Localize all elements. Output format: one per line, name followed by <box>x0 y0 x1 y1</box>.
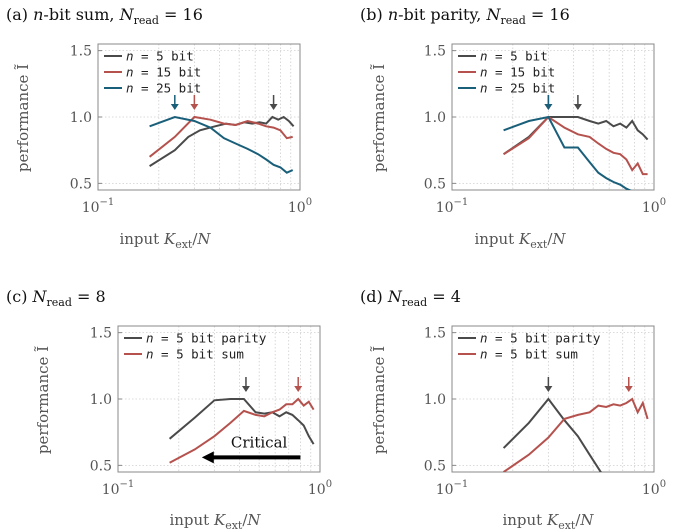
series-line <box>503 115 632 190</box>
legend-label: n = 5 bit sum <box>480 347 578 362</box>
series-line <box>503 116 649 156</box>
legend-label: n = 5 bit <box>126 49 194 64</box>
xtick-label: 10−1 <box>436 197 469 216</box>
series-n-5-bit: n = 5 bit <box>458 49 649 156</box>
legend-label: n = 25 bit <box>480 81 555 96</box>
legend-label: n = 5 bit parity <box>480 331 601 346</box>
legend-label: n = 15 bit <box>126 65 201 80</box>
series-n-5-bit: n = 5 bit <box>104 49 295 167</box>
grid <box>97 44 301 190</box>
peak-arrow <box>269 104 278 110</box>
panel-title: (a) n-bit sum, Nread = 16 <box>6 5 203 27</box>
peak-arrow <box>573 104 582 110</box>
xtick-label: 100 <box>642 479 666 498</box>
series-line <box>149 115 294 174</box>
ytick-label: 0.5 <box>424 176 446 192</box>
series-line <box>149 115 295 167</box>
legend-label: n = 5 bit <box>480 49 548 64</box>
ytick-label: 1.0 <box>424 392 446 408</box>
xtick-label: 100 <box>642 197 666 216</box>
panel-a: (a) n-bit sum, Nread = 16 0.5 1.0 1.5 10−1 10… <box>6 5 312 251</box>
x-axis-label: input Kext/N <box>502 511 594 530</box>
legend-label: n = 5 bit sum <box>146 347 244 362</box>
series-n-5-bit-sum: n = 5 bit sum <box>458 347 649 472</box>
series-n-5-bit-sum: n = 5 bit sum <box>124 347 315 464</box>
peak-arrow <box>241 386 250 392</box>
series-line <box>503 115 648 176</box>
panel-b: (b) n-bit parity, Nread = 16 0.5 1.0 1.5 10−… <box>360 5 666 251</box>
y-axis-label: performance Ĩ <box>370 64 388 172</box>
series-n-25-bit: n = 25 bit <box>458 81 632 190</box>
panel-title: (d) Nread = 4 <box>360 287 461 309</box>
xtick-label: 100 <box>308 479 332 498</box>
peak-arrow <box>624 386 633 392</box>
peak-arrow <box>170 104 179 110</box>
legend-label: n = 5 bit parity <box>146 331 267 346</box>
xtick-label: 10−1 <box>436 479 469 498</box>
ytick-label: 1.0 <box>90 392 112 408</box>
xtick-label: 10−1 <box>102 479 135 498</box>
series-line <box>503 397 649 472</box>
x-axis-label: input Kext/N <box>119 230 211 251</box>
legend-label: n = 25 bit <box>126 81 201 96</box>
ytick-label: 1.5 <box>90 326 112 342</box>
series-n-25-bit: n = 25 bit <box>104 81 294 174</box>
peak-arrow <box>190 104 199 110</box>
ytick-label: 1.5 <box>424 44 446 60</box>
y-axis-label: performance Ĩ <box>370 346 388 454</box>
xtick-label: 10−1 <box>82 197 115 216</box>
panel-c: (c) Nread = 8 0.5 1.0 1.5 10−1 100 input Kext/… <box>6 287 332 530</box>
ytick-label: 1.5 <box>424 326 446 342</box>
x-axis-label: input Kext/N <box>474 230 566 251</box>
panel-title: (c) Nread = 8 <box>6 287 106 309</box>
ytick-label: 1.0 <box>424 110 446 126</box>
ytick-label: 0.5 <box>90 458 112 474</box>
legend-label: n = 15 bit <box>480 65 555 80</box>
ytick-label: 1.0 <box>70 110 92 126</box>
x-axis-label: input Kext/N <box>169 511 261 530</box>
grid <box>451 326 655 472</box>
critical-label: Critical <box>231 433 288 451</box>
y-axis-label: performance Ĩ <box>14 64 32 172</box>
ytick-label: 1.5 <box>70 44 92 60</box>
grid <box>451 44 655 190</box>
series-line <box>169 397 315 464</box>
series-line <box>148 115 293 158</box>
panel-d: (d) Nread = 4 0.5 1.0 1.5 10−1 100 input Kext/… <box>360 287 666 530</box>
xtick-label: 100 <box>288 197 312 216</box>
grid <box>117 326 321 472</box>
peak-arrow <box>544 386 553 392</box>
ytick-label: 0.5 <box>70 176 92 192</box>
ytick-label: 0.5 <box>424 458 446 474</box>
panel-title: (b) n-bit parity, Nread = 16 <box>360 5 570 27</box>
y-axis-label: performance Ĩ <box>34 346 52 454</box>
series-n-15-bit: n = 15 bit <box>104 65 293 158</box>
peak-arrow <box>294 386 303 392</box>
peak-arrow <box>544 104 553 110</box>
